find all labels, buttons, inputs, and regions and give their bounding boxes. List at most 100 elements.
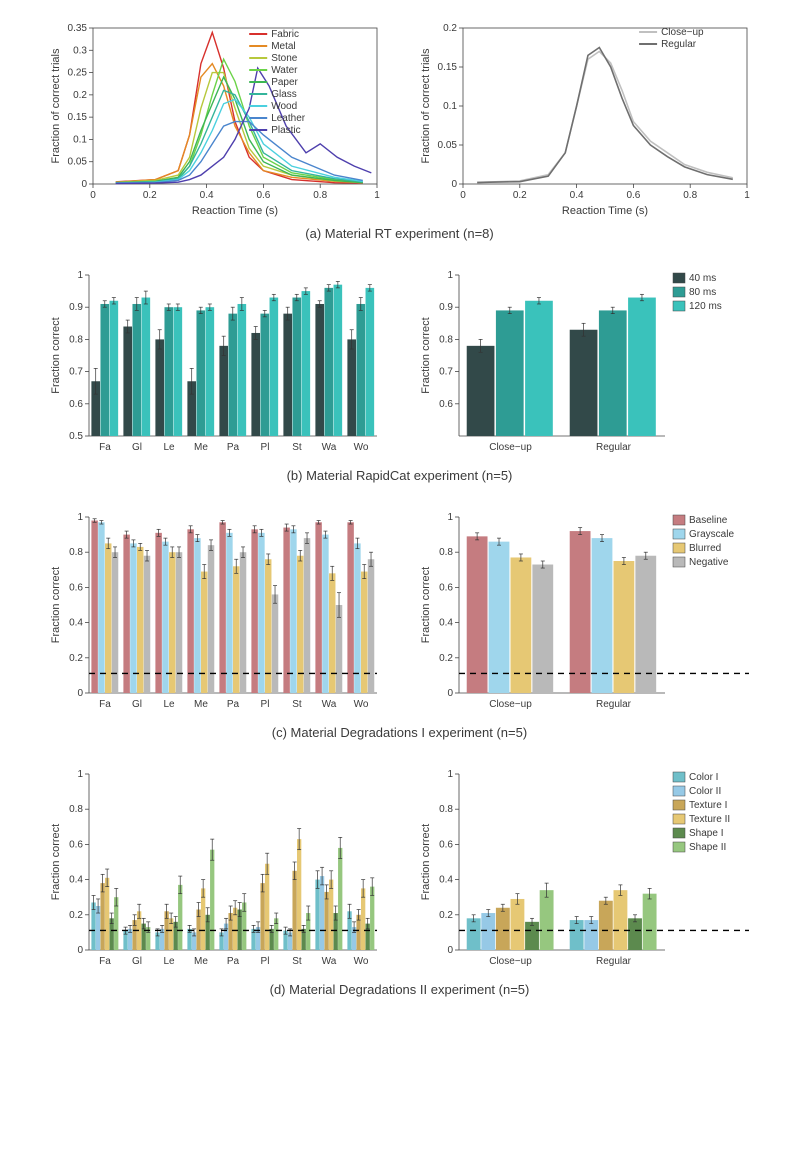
- svg-text:Pa: Pa: [226, 442, 239, 453]
- bar: [194, 538, 200, 693]
- bar: [175, 552, 181, 693]
- svg-text:Regular: Regular: [595, 442, 631, 453]
- bar: [466, 536, 487, 693]
- svg-text:Regular: Regular: [661, 39, 697, 50]
- bar: [269, 298, 278, 436]
- svg-text:0.2: 0.2: [439, 910, 453, 921]
- bar: [239, 552, 245, 693]
- svg-text:Metal: Metal: [271, 41, 295, 52]
- bar: [260, 883, 264, 950]
- bar: [98, 522, 104, 693]
- svg-text:Gl: Gl: [132, 956, 142, 967]
- svg-text:Fraction correct: Fraction correct: [50, 824, 62, 900]
- bar: [237, 304, 246, 436]
- bar: [228, 314, 237, 436]
- bar: [105, 878, 109, 950]
- bar: [315, 880, 319, 950]
- svg-text:Regular: Regular: [595, 699, 631, 710]
- svg-text:Wo: Wo: [353, 442, 368, 453]
- svg-text:Me: Me: [194, 699, 208, 710]
- bar: [488, 542, 509, 693]
- bar: [164, 307, 173, 436]
- bar: [635, 556, 656, 693]
- svg-text:Wo: Wo: [353, 699, 368, 710]
- panel-d-row: 00.20.40.60.81Fraction correctFaGlLeMePa…: [20, 766, 779, 976]
- svg-text:0.1: 0.1: [443, 101, 457, 112]
- bar: [324, 892, 328, 950]
- legend: FabricMetalStoneWaterPaperGlassWoodLeath…: [249, 29, 306, 136]
- svg-text:0: 0: [447, 945, 453, 956]
- bar: [539, 890, 553, 950]
- svg-text:0.8: 0.8: [69, 334, 83, 345]
- bar: [329, 880, 333, 950]
- bar: [301, 291, 310, 436]
- svg-text:Pl: Pl: [260, 699, 269, 710]
- panel-c-row: 00.20.40.60.81Fraction correctFaGlLeMePa…: [20, 509, 779, 719]
- svg-text:Fa: Fa: [99, 442, 111, 453]
- figure: 00.20.40.60.8100.050.10.150.20.250.30.35…: [20, 20, 779, 997]
- svg-text:0.2: 0.2: [69, 910, 83, 921]
- svg-text:0.15: 0.15: [67, 112, 87, 123]
- bar: [628, 918, 642, 950]
- svg-text:0.6: 0.6: [69, 399, 83, 410]
- panel-b-row: 0.50.60.70.80.91Fraction correctFaGlLeMe…: [20, 267, 779, 462]
- svg-text:Paper: Paper: [271, 77, 298, 88]
- panel-b-caption: (b) Material RapidCat experiment (n=5): [20, 468, 779, 483]
- bar: [361, 888, 365, 950]
- panel-d-left-chart: 00.20.40.60.81Fraction correctFaGlLeMePa…: [45, 766, 385, 976]
- bar: [130, 543, 136, 693]
- svg-text:St: St: [292, 442, 302, 453]
- svg-text:0.7: 0.7: [439, 367, 453, 378]
- bar: [219, 346, 228, 436]
- svg-text:0.8: 0.8: [69, 804, 83, 815]
- svg-text:Shape II: Shape II: [689, 842, 726, 853]
- bar: [370, 887, 374, 950]
- bar: [283, 314, 292, 436]
- bar: [315, 304, 324, 436]
- svg-text:Wo: Wo: [353, 956, 368, 967]
- svg-text:Fraction correct: Fraction correct: [50, 317, 62, 393]
- svg-text:1: 1: [447, 769, 453, 780]
- svg-text:Blurred: Blurred: [689, 543, 721, 554]
- bar: [137, 547, 143, 693]
- svg-text:0.2: 0.2: [69, 653, 83, 664]
- panel-c-left-chart: 00.20.40.60.81Fraction correctFaGlLeMePa…: [45, 509, 385, 719]
- svg-text:0.4: 0.4: [199, 190, 213, 201]
- svg-text:Gl: Gl: [132, 699, 142, 710]
- bar: [297, 556, 303, 693]
- svg-text:0.8: 0.8: [439, 804, 453, 815]
- bar: [510, 899, 524, 950]
- svg-text:0.8: 0.8: [683, 190, 697, 201]
- bar: [466, 346, 494, 436]
- svg-text:Reaction Time (s): Reaction Time (s): [191, 205, 277, 217]
- bar: [319, 876, 323, 950]
- svg-text:St: St: [292, 956, 302, 967]
- bar: [642, 894, 656, 950]
- svg-text:Negative: Negative: [689, 557, 729, 568]
- svg-text:Grayscale: Grayscale: [689, 529, 734, 540]
- svg-text:Gl: Gl: [132, 442, 142, 453]
- bar: [210, 850, 214, 950]
- bar: [123, 327, 132, 436]
- bar: [111, 552, 117, 693]
- svg-text:0.7: 0.7: [69, 367, 83, 378]
- svg-text:Texture I: Texture I: [689, 800, 727, 811]
- panel-b-left-chart: 0.50.60.70.80.91Fraction correctFaGlLeMe…: [45, 267, 385, 462]
- svg-text:0.6: 0.6: [256, 190, 270, 201]
- bar: [525, 922, 539, 950]
- svg-text:0.6: 0.6: [439, 839, 453, 850]
- svg-text:Color I: Color I: [689, 772, 718, 783]
- svg-text:Fraction correct: Fraction correct: [50, 567, 62, 643]
- svg-text:Texture II: Texture II: [689, 814, 730, 825]
- svg-text:1: 1: [77, 270, 83, 281]
- svg-text:0.6: 0.6: [439, 582, 453, 593]
- svg-text:Water: Water: [271, 65, 298, 76]
- bar: [361, 572, 367, 693]
- bar: [260, 314, 269, 436]
- svg-text:0.4: 0.4: [439, 875, 453, 886]
- bar: [584, 920, 598, 950]
- bar: [178, 885, 182, 950]
- bar: [162, 542, 168, 693]
- svg-text:1: 1: [77, 512, 83, 523]
- bar: [292, 298, 301, 436]
